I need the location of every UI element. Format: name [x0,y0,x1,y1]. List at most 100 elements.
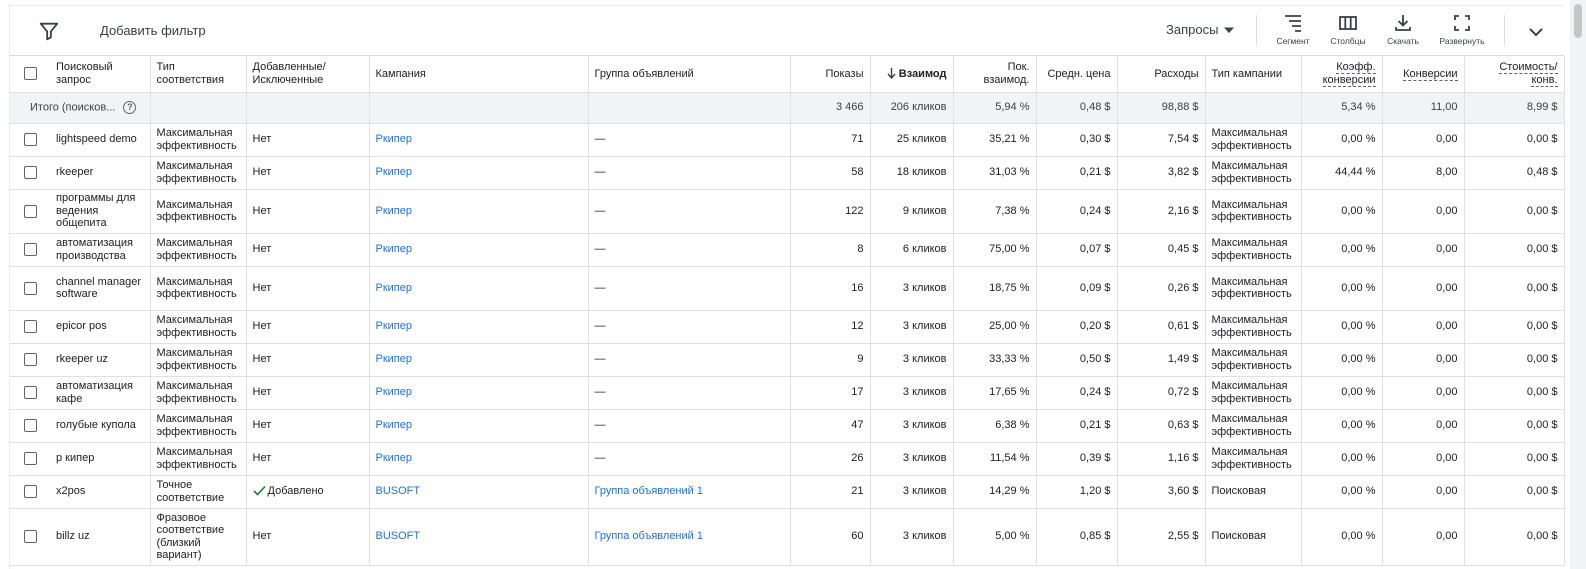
row-checkbox[interactable] [23,353,37,366]
select-all-checkbox[interactable] [23,67,37,81]
table-row[interactable]: channel manager software Максимальная эф… [10,266,1565,311]
campaign-link[interactable]: Ркипер [375,204,413,217]
campaign-cell: Ркипер [369,442,589,476]
added-cell: Добавлено [246,475,370,509]
campaign-link[interactable]: Ркипер [375,353,413,366]
table-row[interactable]: голубые купола Максимальная эффективност… [10,409,1565,443]
row-checkbox[interactable] [23,530,37,543]
table-row[interactable]: программы для ведения общепита Максималь… [10,189,1565,234]
added-cell: Нет [246,156,370,190]
campaign-type-cell: Максимальная эффективность [1205,343,1302,377]
conv-rate-cell: 0,00 % [1301,442,1383,476]
cost-cell: 3,82 $ [1117,156,1206,190]
col-conversions[interactable]: Конверсии [1382,56,1465,93]
campaign-link[interactable]: Ркипер [375,452,413,465]
cost-cell: 0,61 $ [1117,310,1206,344]
row-checkbox[interactable] [23,452,37,465]
col-added-excluded[interactable]: Добавленные/ Исключенные [246,56,370,93]
ad-group-empty: — [594,281,606,294]
view-selector[interactable]: Запросы [1166,22,1235,37]
added-cell: Нет [246,508,370,566]
query-cell: x2pos [50,475,151,509]
table-row[interactable]: x2pos Точное соответствие Добавлено BUSO… [10,475,1565,509]
row-checkbox[interactable] [23,485,37,498]
col-ad-group[interactable]: Группа объявлений [588,56,791,93]
segment-button[interactable]: Сегмент [1266,14,1320,50]
col-cost[interactable]: Расходы [1117,56,1206,93]
interaction-rate-cell: 18,75 % [953,266,1037,311]
avg-cost-cell: 0,24 $ [1036,376,1118,410]
ad-group-link[interactable]: Группа объявлений 1 [594,485,703,498]
campaign-link[interactable]: Ркипер [375,243,413,256]
download-button[interactable]: Скачать [1376,14,1430,50]
campaign-cell: Ркипер [369,376,589,410]
fullscreen-button[interactable]: Развернуть [1435,14,1489,50]
row-checkbox[interactable] [23,419,37,432]
campaign-link[interactable]: BUSOFT [375,485,421,498]
table-row[interactable]: rkeeper Максимальная эффективность Нет Р… [10,156,1565,190]
row-select-cell [10,266,50,311]
check-icon [252,486,266,496]
filter-icon[interactable] [38,20,60,42]
avg-cost-cell: 0,09 $ [1036,266,1118,311]
table-row[interactable]: rkeeper uz Максимальная эффективность Не… [10,343,1565,377]
campaign-type-cell: Поисковая [1205,475,1302,509]
totals-row: Итого (поисков...? 3 466 206 кликов 5,94… [10,92,1565,124]
ad-group-link[interactable]: Группа объявлений 1 [594,530,703,543]
row-checkbox[interactable] [23,166,37,179]
conversions-cell: 0,00 [1382,442,1465,476]
scrollbar-thumb[interactable] [1574,4,1582,38]
campaign-link[interactable]: Ркипер [375,386,413,399]
table-row[interactable]: автоматизация производства Максимальная … [10,233,1565,267]
page-scrollbar[interactable] [1570,0,1586,569]
added-cell: Нет [246,409,370,443]
ad-group-cell: — [588,266,791,311]
row-checkbox[interactable] [23,320,37,333]
campaign-type-cell: Максимальная эффективность [1205,189,1302,234]
campaign-link[interactable]: Ркипер [375,419,413,432]
campaign-link[interactable]: Ркипер [375,320,413,333]
col-query[interactable]: Поисковый запрос [50,56,151,93]
conversions-cell: 0,00 [1382,266,1465,311]
col-impressions[interactable]: Показы [790,56,871,93]
row-checkbox[interactable] [23,386,37,399]
impressions-cell: 9 [790,343,871,377]
row-checkbox[interactable] [23,243,37,256]
campaign-link[interactable]: BUSOFT [375,530,421,543]
ad-group-empty: — [594,386,606,399]
col-conv-rate[interactable]: Коэфф. конверсии [1301,56,1383,93]
add-filter-button[interactable]: Добавить фильтр [100,23,206,38]
col-interaction-rate[interactable]: Пок. взаимод. [953,56,1037,93]
cost-cell: 3,60 $ [1117,475,1206,509]
chevron-down-icon[interactable] [1526,22,1546,42]
impressions-cell: 71 [790,123,871,157]
table-toolbar: Добавить фильтр Запросы Сегмент Столбцы … [10,6,1564,56]
segment-label: Сегмент [1276,36,1310,46]
row-checkbox[interactable] [23,133,37,146]
col-cost-per-conv[interactable]: Стоимость/ конв. [1464,56,1565,93]
campaign-link[interactable]: Ркипер [375,166,413,179]
ad-group-cell: — [588,189,791,234]
table-row[interactable]: р кипер Максимальная эффективность Нет Р… [10,442,1565,476]
row-checkbox[interactable] [23,281,37,295]
col-avg-cost[interactable]: Средн. цена [1036,56,1118,93]
campaign-link[interactable]: Ркипер [375,133,413,146]
col-interactions[interactable]: Взаимод [870,56,954,93]
col-campaign[interactable]: Кампания [369,56,589,93]
toolbar-divider [1256,15,1257,45]
table-row[interactable]: billz uz Фразовое соответствие (близкий … [10,508,1565,566]
campaign-link[interactable]: Ркипер [375,281,413,294]
totals-interaction-rate: 5,94 % [953,92,1037,124]
col-match-type[interactable]: Тип соответствия [150,56,247,93]
row-checkbox[interactable] [23,204,37,218]
interactions-cell: 3 кликов [870,508,954,566]
columns-button[interactable]: Столбцы [1321,14,1375,50]
cost-per-conv-cell: 0,00 $ [1464,508,1565,566]
table-row[interactable]: epicor pos Максимальная эффективность Не… [10,310,1565,344]
col-campaign-type[interactable]: Тип кампании [1205,56,1302,93]
table-row[interactable]: lightspeed demo Максимальная эффективнос… [10,123,1565,157]
ad-group-empty: — [594,419,606,432]
help-icon[interactable]: ? [123,101,137,114]
table-row[interactable]: автоматизация кафе Максимальная эффектив… [10,376,1565,410]
avg-cost-cell: 0,30 $ [1036,123,1118,157]
